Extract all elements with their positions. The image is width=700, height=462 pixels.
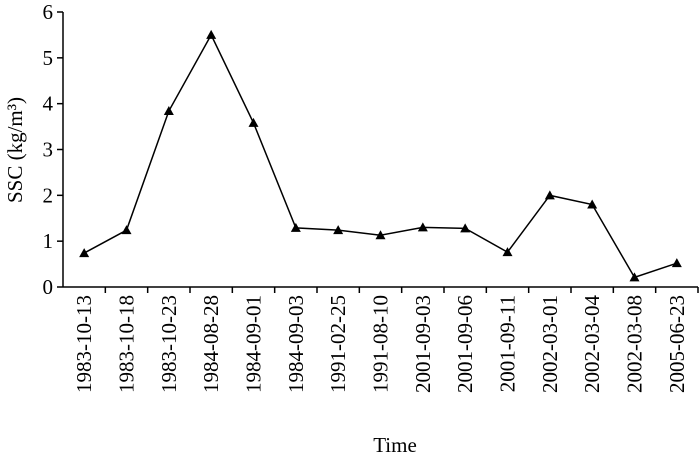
y-tick-label: 3	[43, 138, 54, 162]
x-tick-label: 2002-03-08	[623, 295, 647, 393]
x-tick-label: 1983-10-13	[72, 295, 96, 393]
marker	[460, 223, 471, 233]
marker	[375, 230, 386, 240]
x-tick-label: 1983-10-18	[115, 295, 139, 393]
x-tick-label: 1991-08-10	[369, 295, 393, 393]
marker	[121, 225, 132, 235]
y-axis-label: SSC (kg/m³)	[3, 97, 27, 203]
x-tick-label: 2001-09-11	[496, 295, 520, 392]
marker	[587, 199, 598, 209]
marker	[671, 258, 682, 268]
x-tick-label: 2002-03-01	[538, 295, 562, 393]
y-tick-label: 2	[43, 183, 54, 207]
marker	[206, 29, 217, 39]
y-tick-label: 4	[43, 92, 54, 116]
x-tick-label: 1984-08-28	[199, 295, 223, 393]
x-tick-label: 1984-09-03	[284, 295, 308, 393]
marker	[544, 190, 555, 200]
marker	[290, 222, 301, 232]
x-axis-label: Time	[373, 433, 417, 457]
y-tick-label: 6	[43, 0, 54, 24]
y-tick-label: 1	[43, 229, 54, 253]
x-tick-label: 1991-02-25	[326, 295, 350, 393]
marker	[333, 225, 344, 235]
y-tick-label: 5	[43, 46, 54, 70]
marker	[79, 248, 90, 258]
marker	[629, 272, 640, 282]
marker	[248, 117, 259, 127]
x-tick-label: 2005-06-23	[665, 295, 689, 393]
line	[83, 33, 678, 279]
x-tick-label: 1984-09-01	[242, 295, 266, 393]
y-tick-label: 0	[43, 275, 54, 299]
x-tick-label: 2002-03-04	[580, 295, 604, 393]
marker	[502, 247, 513, 257]
x-tick-label: 2001-09-06	[453, 295, 477, 393]
marker	[417, 222, 428, 232]
x-tick-label: 2001-09-03	[411, 295, 435, 393]
x-tick-label: 1983-10-23	[157, 295, 181, 393]
marker	[163, 106, 174, 115]
